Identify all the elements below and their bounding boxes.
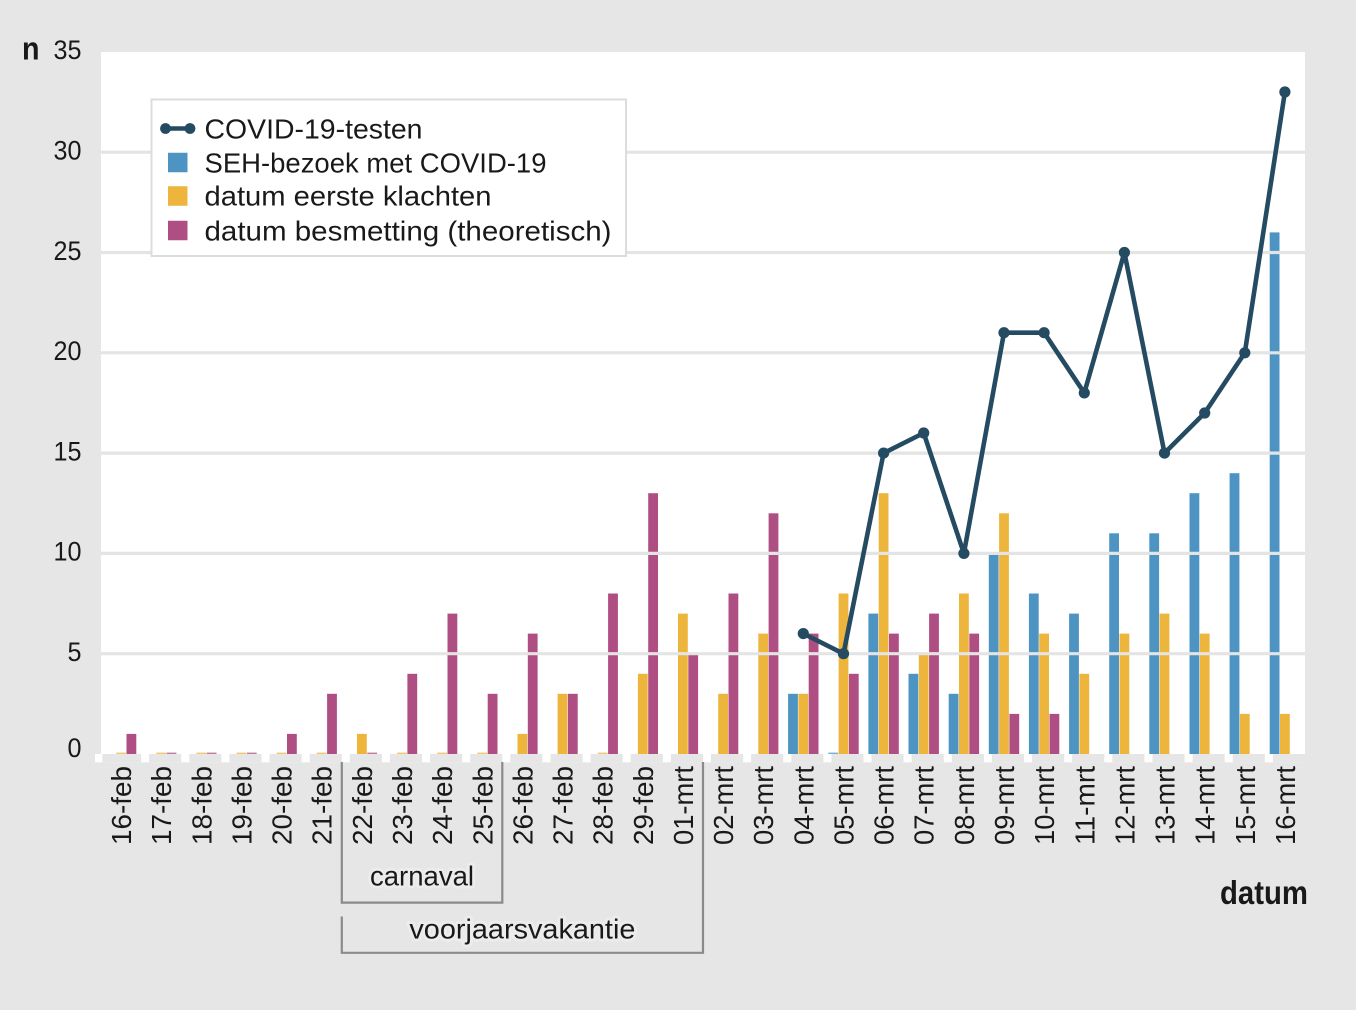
svg-text:25-feb: 25-feb: [467, 766, 498, 845]
svg-text:carnaval: carnaval: [370, 861, 474, 892]
svg-text:datum eerste klachten: datum eerste klachten: [205, 181, 492, 212]
svg-text:04-mrt: 04-mrt: [788, 766, 819, 845]
svg-text:12-mrt: 12-mrt: [1109, 766, 1140, 845]
svg-text:0: 0: [68, 733, 82, 763]
svg-text:datum besmetting (theoretisch): datum besmetting (theoretisch): [205, 216, 612, 247]
svg-text:15-mrt: 15-mrt: [1230, 766, 1261, 845]
svg-text:30: 30: [54, 136, 82, 166]
svg-text:5: 5: [68, 637, 82, 667]
svg-text:07-mrt: 07-mrt: [909, 766, 940, 845]
svg-text:18-feb: 18-feb: [186, 766, 217, 845]
svg-text:02-mrt: 02-mrt: [708, 766, 739, 845]
svg-text:05-mrt: 05-mrt: [829, 766, 860, 845]
svg-text:08-mrt: 08-mrt: [949, 766, 980, 845]
svg-text:27-feb: 27-feb: [548, 766, 579, 845]
svg-text:19-feb: 19-feb: [227, 766, 258, 845]
svg-text:29-feb: 29-feb: [628, 766, 659, 845]
svg-text:voorjaarsvakantie: voorjaarsvakantie: [409, 914, 635, 945]
svg-text:datum: datum: [1220, 874, 1308, 911]
svg-text:16-mrt: 16-mrt: [1270, 766, 1301, 845]
svg-text:13-mrt: 13-mrt: [1150, 766, 1181, 845]
svg-text:11-mrt: 11-mrt: [1069, 766, 1100, 845]
svg-text:COVID-19-testen: COVID-19-testen: [205, 114, 423, 145]
svg-text:17-feb: 17-feb: [146, 766, 177, 845]
svg-text:25: 25: [54, 236, 82, 266]
svg-text:21-feb: 21-feb: [307, 766, 338, 845]
svg-text:03-mrt: 03-mrt: [748, 766, 779, 845]
svg-text:16-feb: 16-feb: [106, 766, 137, 845]
svg-text:10: 10: [54, 537, 82, 567]
svg-text:20-feb: 20-feb: [267, 766, 298, 845]
svg-text:01-mrt: 01-mrt: [668, 766, 699, 845]
svg-text:n: n: [22, 31, 40, 67]
svg-text:24-feb: 24-feb: [427, 766, 458, 845]
svg-text:35: 35: [54, 35, 82, 65]
svg-text:06-mrt: 06-mrt: [869, 766, 900, 845]
svg-text:SEH-bezoek met COVID-19: SEH-bezoek met COVID-19: [205, 148, 547, 179]
svg-text:28-feb: 28-feb: [588, 766, 619, 845]
svg-text:23-feb: 23-feb: [387, 766, 418, 845]
svg-text:26-feb: 26-feb: [507, 766, 538, 845]
svg-text:14-mrt: 14-mrt: [1190, 766, 1221, 845]
svg-text:10-mrt: 10-mrt: [1029, 766, 1060, 845]
svg-text:15: 15: [54, 436, 82, 466]
svg-text:09-mrt: 09-mrt: [989, 766, 1020, 845]
svg-text:20: 20: [54, 336, 82, 366]
svg-text:22-feb: 22-feb: [347, 766, 378, 845]
